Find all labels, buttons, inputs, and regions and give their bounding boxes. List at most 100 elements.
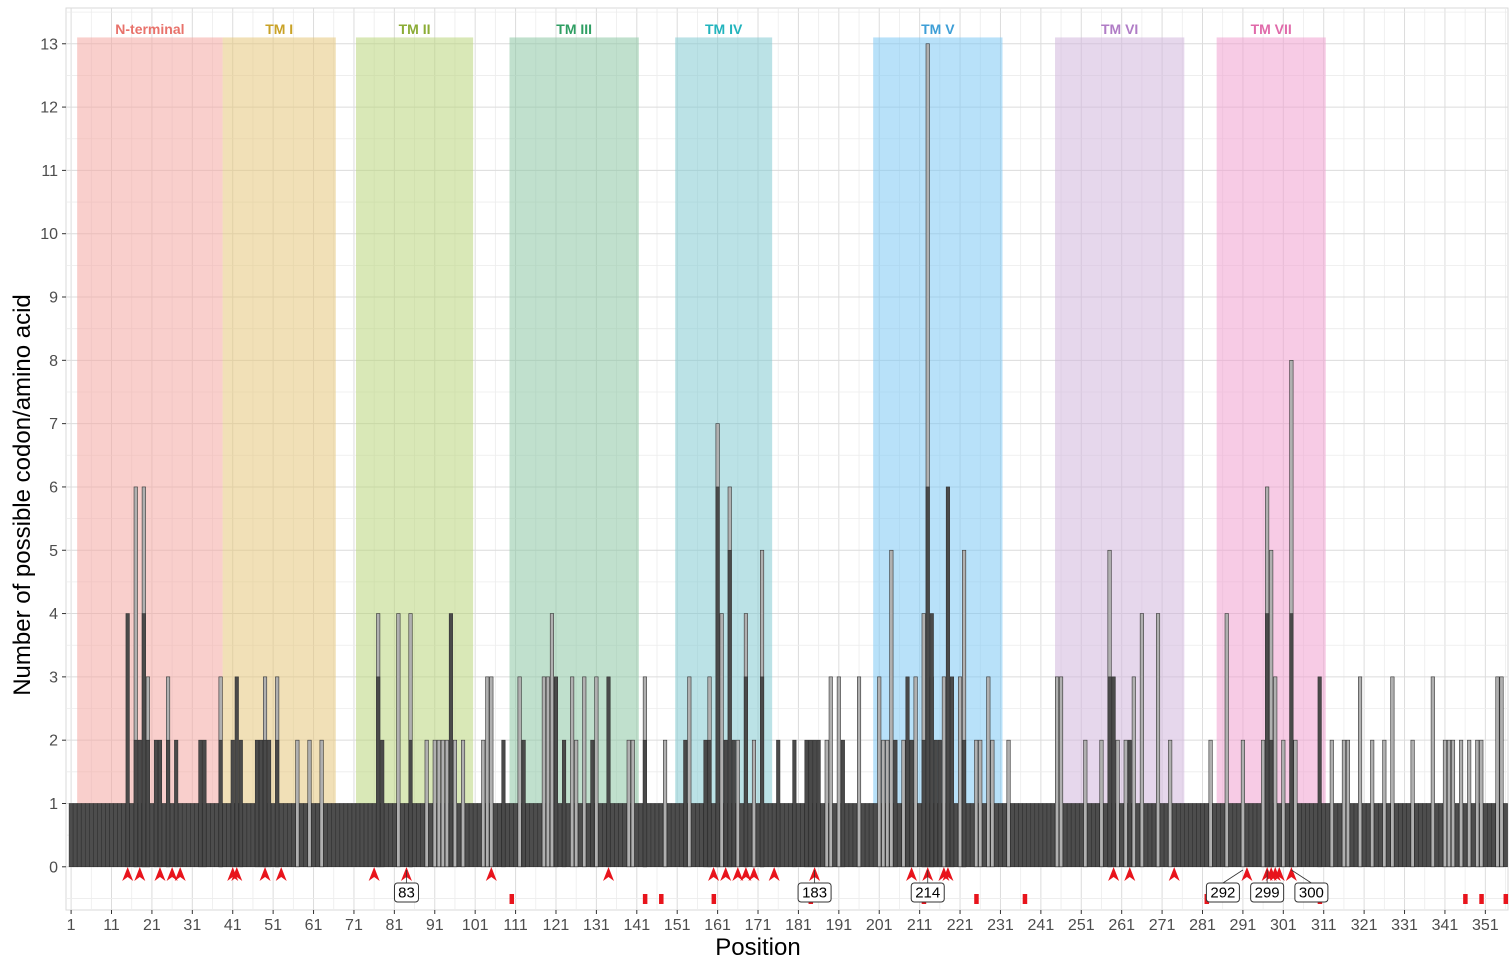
bar bbox=[254, 739, 259, 868]
bar bbox=[638, 803, 644, 868]
bar bbox=[315, 803, 320, 868]
x-tick-label: 131 bbox=[583, 917, 610, 934]
bar bbox=[864, 803, 870, 868]
bar bbox=[1386, 803, 1391, 868]
bar bbox=[343, 803, 349, 868]
bar bbox=[452, 739, 457, 868]
arrow-marker bbox=[1285, 867, 1297, 881]
bar bbox=[1022, 803, 1027, 868]
bar bbox=[72, 803, 78, 868]
callout-box bbox=[1294, 882, 1329, 903]
bar bbox=[198, 739, 203, 868]
arrow-marker bbox=[1108, 867, 1120, 881]
x-tick-label: 191 bbox=[825, 917, 852, 934]
bar bbox=[295, 739, 300, 868]
bar bbox=[1248, 803, 1254, 868]
x-tick-label: 291 bbox=[1230, 917, 1257, 934]
bar bbox=[1111, 676, 1116, 868]
bar bbox=[1353, 803, 1359, 868]
y-tick-label: 11 bbox=[41, 163, 58, 180]
bar bbox=[1418, 803, 1423, 868]
bar bbox=[149, 803, 155, 868]
bar bbox=[590, 739, 595, 868]
arrow-marker bbox=[174, 867, 186, 881]
bar bbox=[998, 803, 1003, 868]
bar bbox=[562, 739, 567, 868]
bar bbox=[181, 803, 187, 868]
bars bbox=[68, 43, 1508, 868]
arrow-marker bbox=[231, 867, 243, 881]
bar bbox=[1293, 739, 1298, 868]
region-label: TM III bbox=[556, 21, 592, 37]
bar bbox=[1459, 739, 1464, 868]
bar bbox=[1309, 803, 1314, 868]
region-bands: N-terminal TM I TM II TM III TM IV TM V TM VI T… bbox=[77, 21, 1326, 804]
tick-marker bbox=[1463, 894, 1468, 904]
bar bbox=[412, 803, 417, 868]
arrow-marker bbox=[906, 867, 918, 881]
bar bbox=[893, 739, 898, 868]
bar bbox=[634, 803, 640, 868]
callout-box bbox=[393, 882, 419, 903]
bar bbox=[1422, 803, 1428, 868]
bar bbox=[852, 803, 858, 868]
bar bbox=[889, 549, 894, 868]
bar bbox=[857, 676, 862, 868]
bar bbox=[89, 803, 94, 868]
region-label: TM I bbox=[265, 21, 293, 37]
x-tick-label: 311 bbox=[1311, 917, 1337, 934]
bar bbox=[683, 739, 688, 868]
bar bbox=[299, 803, 304, 868]
bar bbox=[1479, 739, 1484, 868]
bar bbox=[897, 803, 902, 868]
bar bbox=[501, 739, 506, 868]
bar bbox=[263, 739, 268, 868]
bar bbox=[1341, 739, 1346, 868]
bar bbox=[751, 739, 756, 868]
bar bbox=[1168, 739, 1173, 868]
bar bbox=[1123, 739, 1128, 868]
bar bbox=[974, 739, 979, 868]
bar bbox=[436, 739, 441, 868]
bar bbox=[565, 803, 571, 868]
bar bbox=[658, 803, 664, 868]
bar bbox=[1180, 803, 1185, 868]
bar bbox=[234, 676, 239, 868]
bar bbox=[1151, 803, 1157, 868]
bar bbox=[1147, 803, 1153, 868]
bar bbox=[404, 803, 409, 868]
bar bbox=[1034, 803, 1040, 868]
y-tick-label: 6 bbox=[49, 479, 58, 496]
bar bbox=[444, 739, 449, 868]
region-label: N-terminal bbox=[115, 21, 184, 37]
bar bbox=[792, 739, 797, 868]
x-tick-label: 321 bbox=[1351, 917, 1378, 934]
bar bbox=[1014, 803, 1019, 868]
x-tick-label: 301 bbox=[1270, 917, 1297, 934]
bar bbox=[945, 486, 950, 868]
bar bbox=[723, 739, 728, 868]
region-label: TM V bbox=[921, 21, 955, 37]
bar bbox=[517, 676, 522, 868]
bar bbox=[1127, 739, 1132, 868]
y-tick-label: 9 bbox=[49, 290, 58, 307]
y-tick-label: 10 bbox=[40, 226, 58, 243]
bar bbox=[1313, 803, 1318, 868]
bar bbox=[335, 803, 341, 868]
bar bbox=[267, 739, 272, 868]
bar bbox=[844, 803, 850, 868]
bar bbox=[101, 803, 106, 868]
bar bbox=[424, 739, 429, 868]
bar bbox=[250, 803, 256, 868]
bar bbox=[808, 739, 813, 868]
bar bbox=[371, 803, 377, 868]
x-tick-label: 261 bbox=[1108, 917, 1135, 934]
bar bbox=[921, 739, 926, 868]
bar bbox=[169, 803, 175, 868]
bar bbox=[598, 803, 603, 868]
bar bbox=[1390, 676, 1395, 868]
tick-marker bbox=[659, 894, 664, 904]
callout-label: 83 bbox=[398, 885, 415, 902]
bar bbox=[848, 803, 854, 868]
bar bbox=[226, 803, 231, 868]
